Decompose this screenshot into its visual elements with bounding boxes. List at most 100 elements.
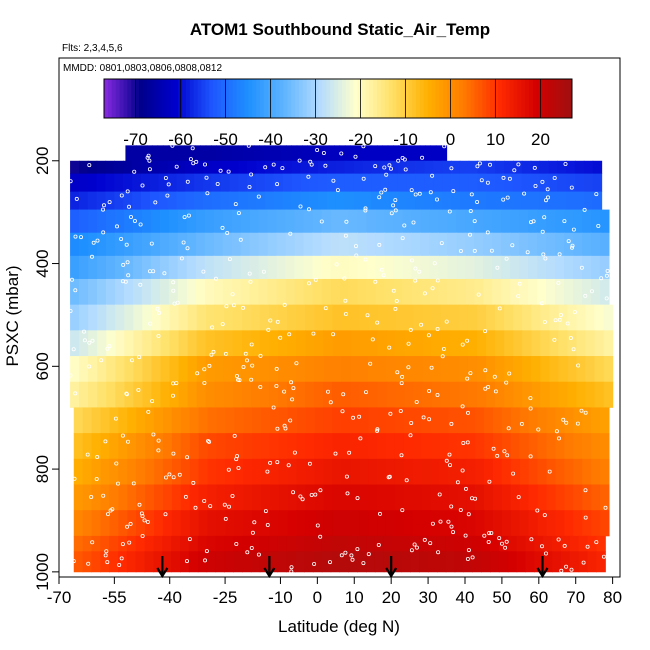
heatmap-cell [448,407,458,434]
heatmap-cell [411,278,421,306]
sample-point [391,203,396,208]
sample-point [540,179,545,184]
heatmap-cell [546,407,557,434]
sample-point [596,223,601,228]
heatmap-cell [264,191,275,210]
heatmap-cell [409,145,416,162]
sample-point [413,266,418,271]
heatmap-cell [186,209,197,234]
heatmap-cell [321,535,332,552]
heatmap-cell [250,551,261,573]
sample-point [536,427,541,432]
sample-point [340,409,345,414]
sample-point [287,332,292,337]
heatmap-cell [366,535,376,552]
heatmap-cell [599,278,610,306]
heatmap-cell [243,484,253,511]
sample-point [604,296,609,301]
heatmap-cell [574,160,585,175]
heatmap-cell [276,255,287,280]
heatmap-cell [483,232,493,257]
heatmap-cell [339,232,350,257]
sample-point [486,540,491,545]
heatmap-cell [171,458,182,485]
heatmap-cell [312,232,323,257]
sample-point [210,325,215,330]
heatmap-cell [540,356,550,383]
heatmap-cell [528,278,538,306]
pressure-band [73,551,606,573]
sample-point [91,240,96,245]
heatmap-cell [368,356,379,383]
heatmap-cell [591,484,601,511]
heatmap-cell [125,145,132,162]
colorbar-segment [470,79,475,118]
heatmap-cell [548,191,558,210]
heatmap-cell [420,209,430,234]
heatmap-cell [495,173,505,193]
heatmap-cell [123,160,133,175]
heatmap-cell [185,160,195,175]
sample-point [145,155,150,160]
heatmap-cell [442,191,452,210]
heatmap-cell [458,356,469,383]
heatmap-cell [73,458,84,485]
heatmap-cell [133,356,144,383]
heatmap-cell [537,433,548,460]
pressure-band [73,535,606,552]
sample-point [529,537,534,542]
sample-point [234,373,239,378]
sample-point [101,493,106,498]
heatmap-cell [159,209,170,234]
heatmap-cell [341,330,351,357]
heatmap-cell [392,535,403,552]
heatmap-cell [82,458,93,485]
heatmap-cell [118,551,128,573]
colorbar-segment [462,79,468,118]
heatmap-cell [463,551,473,573]
heatmap-cell [412,484,423,511]
heatmap-cell [259,551,270,573]
heatmap-cell [359,381,370,408]
sample-point [119,193,124,198]
heatmap-cell [123,278,134,306]
heatmap-cell [314,356,324,383]
x-tick-label: 0 [313,588,322,607]
colorbar-segment [505,79,511,118]
x-tick-label: -70 [47,588,72,607]
heatmap-cell [70,209,80,234]
sample-point [306,207,311,212]
sample-point [563,161,568,166]
heatmap-cell [590,209,601,234]
sample-point [465,557,470,562]
sample-point [426,333,431,338]
sample-point [451,530,456,535]
heatmap-cell [474,232,484,257]
sample-point [376,543,381,548]
colorbar-segment [423,79,429,118]
heatmap-cell [91,458,102,485]
heatmap-cell [431,330,442,357]
heatmap-cell [194,173,204,193]
heatmap-cell [540,381,550,408]
colorbar-segment [279,79,284,118]
colorbar-segment [427,79,433,118]
heatmap-cell [136,510,146,537]
sample-point [177,472,182,477]
heatmap-cell [321,209,332,234]
colorbar-segment [377,79,382,118]
sample-point [357,414,362,419]
sample-point [315,147,320,152]
heatmap-cell [344,173,355,193]
colorbar-segment [314,79,319,118]
heatmap-cell [573,510,583,537]
heatmap-cell [566,191,576,210]
colorbar-segment [330,79,335,118]
sample-point [542,513,547,518]
colorbar-segment [217,79,222,118]
sample-point [557,317,562,322]
heatmap-cell [495,160,505,175]
heatmap-cell [133,330,144,357]
heatmap-cell [330,209,341,234]
heatmap-cell [519,255,529,280]
